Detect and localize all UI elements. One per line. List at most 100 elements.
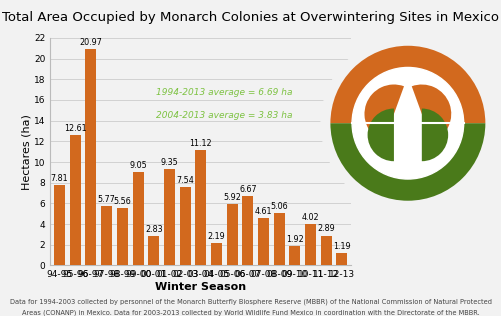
Text: A: A — [410, 52, 416, 59]
Circle shape — [399, 115, 415, 131]
Circle shape — [351, 67, 463, 179]
Text: e: e — [462, 155, 468, 161]
Text: 5.06: 5.06 — [270, 202, 288, 211]
Text: 9.35: 9.35 — [160, 158, 178, 167]
Y-axis label: Hectares (ha): Hectares (ha) — [21, 114, 31, 190]
Text: C: C — [375, 58, 382, 66]
Text: i: i — [352, 163, 357, 168]
Bar — [210, 243, 221, 265]
Bar — [117, 208, 128, 265]
Bar — [85, 49, 96, 265]
Text: t: t — [419, 187, 422, 192]
Text: a: a — [414, 188, 418, 193]
Text: ·: · — [444, 176, 448, 181]
Text: 12.61: 12.61 — [64, 124, 87, 133]
Text: n: n — [358, 170, 363, 175]
Text: 2004-2013 average = 3.83 ha: 2004-2013 average = 3.83 ha — [155, 111, 292, 120]
Text: e: e — [457, 163, 463, 168]
Text: R: R — [364, 64, 372, 72]
Wedge shape — [411, 84, 450, 142]
Text: v: v — [410, 188, 413, 193]
Bar — [179, 187, 190, 265]
Text: 6.67: 6.67 — [238, 185, 256, 194]
Bar — [195, 150, 206, 265]
Text: a: a — [346, 155, 352, 161]
Text: t: t — [349, 160, 354, 164]
Text: s: s — [460, 159, 465, 164]
Text: 1994-2013 average = 6.69 ha: 1994-2013 average = 6.69 ha — [155, 88, 292, 97]
Bar — [101, 206, 112, 265]
Text: 2.83: 2.83 — [145, 225, 162, 234]
Text: d: d — [340, 143, 346, 148]
Text: H: H — [386, 54, 393, 61]
Text: H: H — [442, 64, 450, 72]
Bar — [164, 169, 174, 265]
Bar — [336, 253, 347, 265]
Bar — [258, 218, 269, 265]
Text: 7.54: 7.54 — [176, 176, 193, 185]
Text: r: r — [406, 189, 408, 193]
Text: r: r — [467, 148, 472, 152]
Text: c: c — [468, 143, 474, 147]
Wedge shape — [367, 108, 393, 161]
Text: o: o — [354, 166, 360, 172]
Text: A: A — [355, 71, 363, 79]
Text: a: a — [464, 151, 470, 156]
Wedge shape — [330, 123, 484, 201]
Text: o: o — [387, 186, 391, 191]
Text: O: O — [458, 80, 467, 88]
Text: O: O — [342, 91, 350, 99]
Text: i: i — [424, 186, 427, 191]
Text: Data for 1994-2003 collected by personnel of the Monarch Butterfly Biosphere Res: Data for 1994-2003 collected by personne… — [10, 299, 491, 305]
Text: E: E — [339, 139, 345, 143]
Text: n: n — [432, 182, 437, 188]
Text: 5.92: 5.92 — [223, 193, 240, 202]
Text: ·: · — [370, 179, 374, 184]
Bar — [148, 236, 159, 265]
Text: 5.77: 5.77 — [98, 195, 115, 204]
Text: N: N — [348, 80, 356, 88]
Text: C: C — [432, 58, 439, 66]
Text: 7.81: 7.81 — [51, 173, 68, 183]
Text: 5.56: 5.56 — [113, 197, 131, 206]
Text: G: G — [469, 102, 476, 109]
Bar — [305, 224, 316, 265]
Text: .: . — [452, 72, 458, 78]
Text: C: C — [382, 184, 387, 190]
Text: e: e — [401, 188, 404, 193]
Text: T: T — [421, 54, 428, 61]
Bar — [242, 197, 253, 265]
Text: 11.12: 11.12 — [189, 139, 212, 149]
X-axis label: Winter Season: Winter Season — [155, 282, 246, 292]
Text: R: R — [464, 91, 472, 98]
Text: 4.02: 4.02 — [301, 213, 319, 222]
Wedge shape — [364, 84, 403, 142]
Text: o: o — [428, 184, 432, 190]
Text: c: c — [344, 152, 350, 156]
Text: 2.89: 2.89 — [317, 224, 335, 234]
Text: Areas (CONANP) in Mexico. Data for 2003-2013 collected by World Wildlife Fund Me: Areas (CONANP) in Mexico. Data for 2003-… — [22, 309, 479, 316]
Bar — [54, 185, 65, 265]
Text: 9.05: 9.05 — [129, 161, 147, 170]
Bar — [273, 213, 284, 265]
Bar — [70, 135, 81, 265]
Circle shape — [321, 36, 493, 210]
Bar — [289, 246, 300, 265]
Text: h: h — [469, 139, 475, 143]
Text: Total Area Occupied by Monarch Colonies at Overwintering Sites in Mexico: Total Area Occupied by Monarch Colonies … — [3, 11, 498, 24]
Bar — [320, 235, 331, 265]
Bar — [132, 172, 143, 265]
Wedge shape — [330, 46, 484, 123]
Bar — [226, 204, 237, 265]
Text: 1.92: 1.92 — [286, 234, 303, 244]
Text: W: W — [397, 52, 405, 59]
Text: 1.19: 1.19 — [333, 242, 350, 251]
Text: M: M — [338, 101, 346, 110]
Text: 20.97: 20.97 — [79, 38, 102, 46]
Text: u: u — [342, 147, 348, 152]
Text: 4.61: 4.61 — [255, 207, 272, 216]
Text: 2.19: 2.19 — [207, 232, 225, 241]
Text: s: s — [396, 188, 399, 193]
Text: n: n — [391, 187, 395, 192]
Text: R: R — [454, 166, 460, 172]
